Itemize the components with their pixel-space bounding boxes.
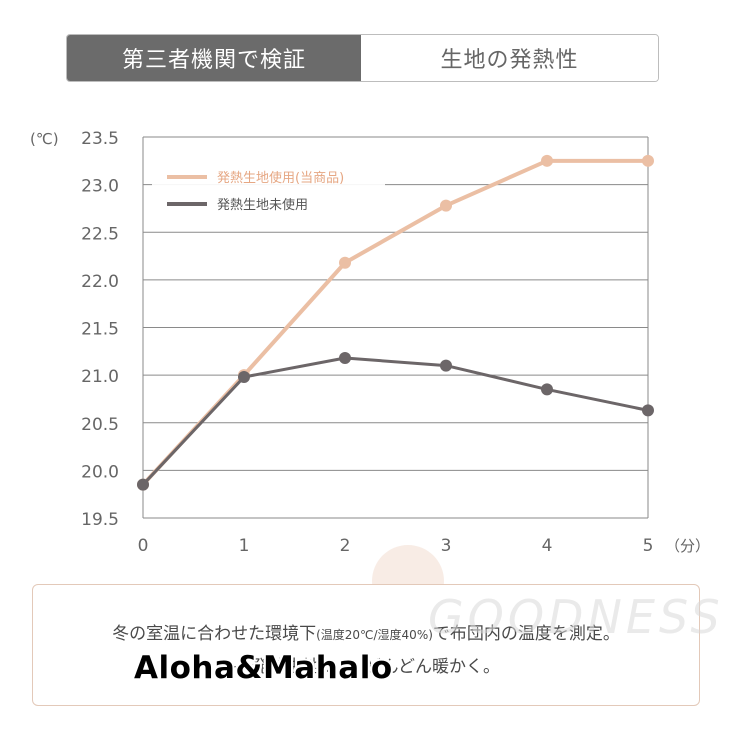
note-text-b: で布団内の温度を測定。 — [432, 624, 620, 644]
note-line-1: 冬の室温に合わせた環境下(温度20℃/湿度40%)で布団内の温度を測定。 — [33, 619, 699, 644]
y-tick-label: 21.0 — [81, 367, 119, 387]
y-tick-label: 22.5 — [81, 224, 119, 244]
legend-label: 発熱生地使用(当商品) — [217, 170, 344, 186]
data-point-series-2 — [137, 478, 149, 491]
data-point-series-1 — [339, 256, 351, 269]
tab-third-party-verification[interactable]: 第三者機関で検証 — [67, 35, 361, 81]
data-point-series-1 — [642, 154, 654, 167]
y-tick-label: 20.5 — [81, 415, 119, 435]
y-unit-label: (℃) — [30, 130, 59, 148]
series-line-2 — [141, 356, 649, 486]
data-point-series-2 — [238, 371, 250, 384]
tab-fabric-heat[interactable]: 生地の発熱性 — [361, 35, 658, 81]
legend-box — [152, 158, 385, 230]
data-point-series-2 — [440, 359, 452, 372]
data-point-series-1 — [440, 199, 452, 212]
x-unit-label: （分） — [665, 537, 710, 555]
x-tick-label: 2 — [340, 536, 351, 556]
overlay-brand-text: Aloha&Mahalo — [134, 650, 393, 686]
x-tick-label: 3 — [441, 536, 452, 556]
note-text-a: 冬の室温に合わせた環境下 — [112, 624, 317, 644]
legend-label: 発熱生地未使用 — [217, 197, 308, 213]
y-tick-label: 20.0 — [81, 462, 119, 482]
y-tick-label: 23.0 — [81, 177, 119, 197]
y-tick-label: 22.0 — [81, 272, 119, 292]
x-tick-label: 5 — [643, 536, 654, 556]
x-tick-label: 0 — [138, 536, 149, 556]
y-tick-label: 19.5 — [81, 510, 119, 530]
note-line-2: → 発熱生地 …… どんどん暖かく。 — [232, 657, 500, 677]
x-tick-label: 1 — [239, 536, 250, 556]
data-point-series-1 — [541, 154, 553, 167]
data-point-series-2 — [339, 351, 351, 364]
y-tick-label: 21.5 — [81, 320, 119, 340]
tab-bar: 第三者機関で検証 生地の発熱性 — [66, 34, 659, 82]
x-tick-label: 4 — [542, 536, 553, 556]
data-point-series-2 — [642, 404, 654, 417]
y-tick-label: 23.5 — [81, 129, 119, 149]
watermark-logo: GOODNESS — [428, 590, 724, 644]
line-chart: 23.5 23.0 22.5 22.0 21.5 21.0 20.5 20.0 19.5 (℃) 0… — [30, 129, 710, 556]
note-text-conditions: (温度20℃/湿度40%) — [316, 628, 433, 642]
measurement-note: 冬の室温に合わせた環境下(温度20℃/湿度40%)で布団内の温度を測定。 → 発… — [32, 584, 700, 706]
data-point-series-2 — [541, 383, 553, 396]
